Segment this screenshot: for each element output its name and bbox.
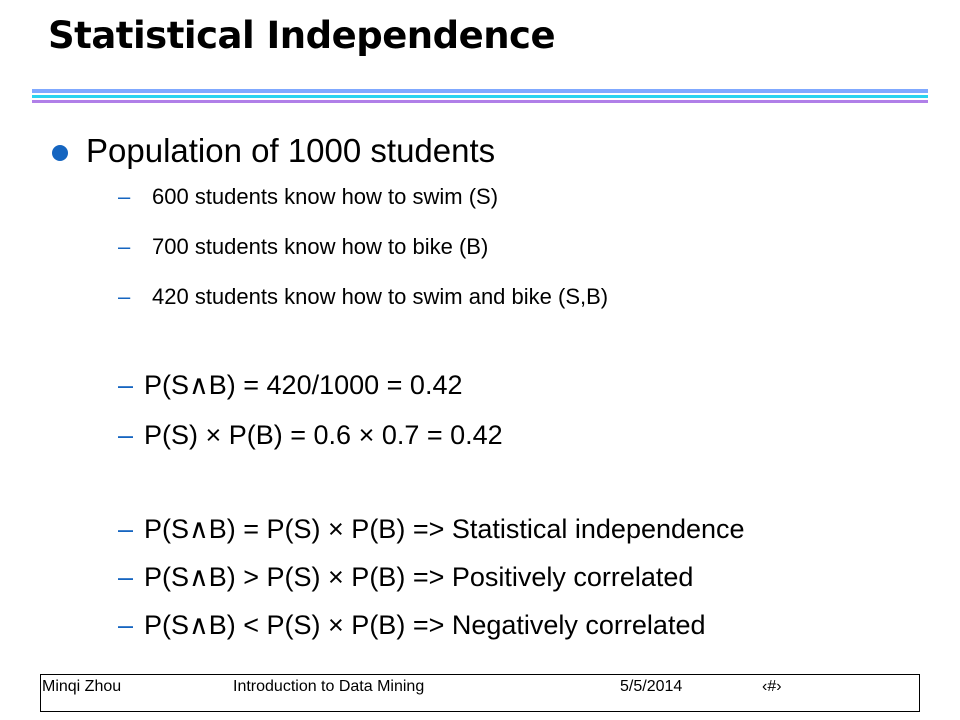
title-rule-bottom [32,100,928,103]
footer-author: Minqi Zhou [42,678,122,695]
sub-item-swim-and-bike: – 420 students know how to swim and bike… [118,284,608,310]
sub-item-text: P(S∧B) > P(S) × P(B) => Positively corre… [144,562,694,592]
title-rule-middle [32,95,928,98]
bullet-dot-icon [52,145,68,161]
sub-item-product-probability: – P(S) × P(B) = 0.6 × 0.7 = 0.42 [118,420,503,451]
sub-item-text: P(S∧B) = P(S) × P(B) => Statistical inde… [144,514,745,544]
sub-item-joint-probability: – P(S∧B) = 420/1000 = 0.42 [118,370,462,401]
sub-item-positive-correlation: – P(S∧B) > P(S) × P(B) => Positively cor… [118,562,693,593]
sub-item-text: 600 students know how to swim (S) [152,184,499,209]
main-bullet: Population of 1000 students [52,132,495,170]
sub-item-negative-correlation: – P(S∧B) < P(S) × P(B) => Negatively cor… [118,610,705,641]
sub-item-text: P(S∧B) = 420/1000 = 0.42 [144,370,463,400]
footer-box [40,674,920,712]
sub-item-independence: – P(S∧B) = P(S) × P(B) => Statistical in… [118,514,745,545]
dash-icon: – [118,184,131,209]
footer-course: Introduction to Data Mining [233,678,425,695]
sub-item-swim: – 600 students know how to swim (S) [118,184,498,210]
dash-icon: – [118,370,134,400]
sub-item-text: P(S∧B) < P(S) × P(B) => Negatively corre… [144,610,706,640]
sub-item-bike: – 700 students know how to bike (B) [118,234,488,260]
sub-item-text: 700 students know how to bike (B) [152,234,489,259]
dash-icon: – [118,514,134,544]
dash-icon: – [118,234,131,259]
sub-item-text: P(S) × P(B) = 0.6 × 0.7 = 0.42 [144,420,503,450]
footer-page-number: ‹#› [762,678,782,695]
title-rule-top [32,89,928,93]
main-bullet-text: Population of 1000 students [86,132,496,169]
dash-icon: – [118,284,131,309]
dash-icon: – [118,420,134,450]
dash-icon: – [118,610,134,640]
sub-item-text: 420 students know how to swim and bike (… [152,284,609,309]
footer-date: 5/5/2014 [620,678,683,695]
dash-icon: – [118,562,134,592]
slide-title: Statistical Independence [48,14,556,57]
